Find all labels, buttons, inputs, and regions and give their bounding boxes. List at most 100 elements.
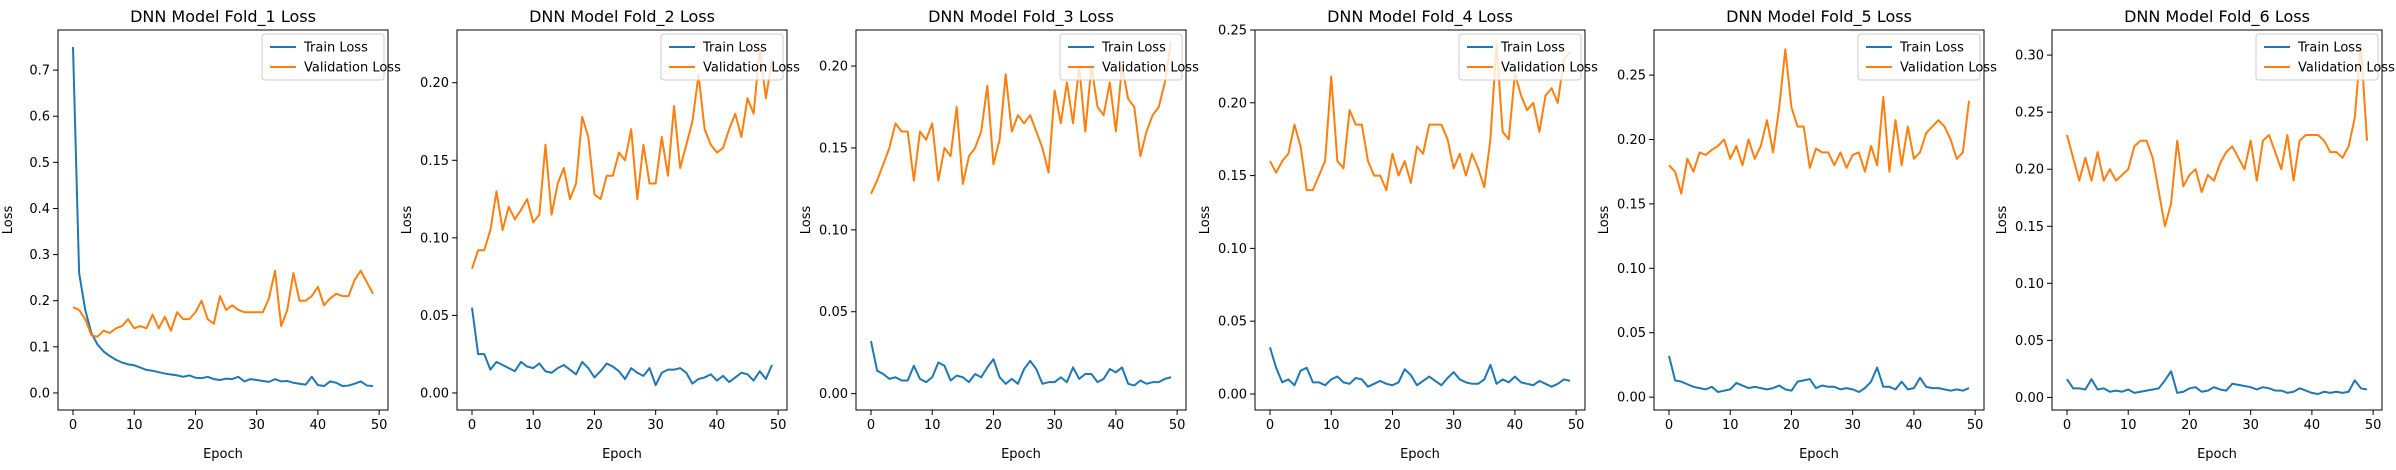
legend-label: Train Loss <box>2297 41 2362 56</box>
y-tick-label: 0.3 <box>29 248 50 263</box>
x-tick-label: 40 <box>1906 418 1923 433</box>
x-tick-label: 50 <box>371 418 388 433</box>
x-tick-label: 50 <box>2365 418 2382 433</box>
x-axis-label: Epoch <box>1799 447 1839 462</box>
subplot-2: 0 10 20 30 40 50 0.00 0.05 0.10 0.15 0.20 DNN Model… <box>400 7 800 462</box>
x-tick-label: 40 <box>709 418 726 433</box>
subplot-title: DNN Model Fold_6 Loss <box>2124 7 2310 27</box>
validation-loss-line <box>72 269 374 338</box>
legend-box <box>1059 33 1183 81</box>
axes-frame <box>1254 29 1586 411</box>
train-loss-line <box>72 47 374 388</box>
y-tick-label: 0.25 <box>2015 106 2044 121</box>
subplot-5: 0 10 20 30 40 50 0.00 0.05 0.10 0.15 0.20 0.25 DNN M… <box>1597 7 1997 462</box>
x-tick-label: 40 <box>310 418 327 433</box>
y-axis-label: Loss <box>1198 206 1213 235</box>
x-tick-label: 20 <box>1783 418 1800 433</box>
x-tick-label: 0 <box>2063 418 2071 433</box>
y-tick-label: 0.00 <box>819 387 848 402</box>
y-tick-label: 0.15 <box>1617 197 1646 212</box>
y-axis-label: Loss <box>400 206 415 235</box>
legend: Train Loss Validation Loss <box>1059 33 1199 81</box>
x-tick-label: 10 <box>1722 418 1739 433</box>
legend: Train Loss Validation Loss <box>2255 33 2395 81</box>
x-axis-label: Epoch <box>1400 447 1440 462</box>
legend-label: Validation Loss <box>304 61 401 76</box>
subplot-title: DNN Model Fold_3 Loss <box>928 7 1114 27</box>
legend: Train Loss Validation Loss <box>261 33 401 81</box>
y-tick-label: 0.15 <box>1218 169 1247 184</box>
x-tick-label: 40 <box>1108 418 1125 433</box>
y-axis-label: Loss <box>1995 206 2010 235</box>
validation-loss-line <box>471 47 773 270</box>
x-tick-label: 20 <box>586 418 603 433</box>
train-loss-line <box>1269 347 1571 388</box>
y-axis-label: Loss <box>1597 206 1612 235</box>
legend-label: Validation Loss <box>1900 61 1997 76</box>
validation-loss-line <box>1269 43 1571 192</box>
y-tick-label: 0.05 <box>1617 326 1646 341</box>
axes-frame <box>1653 29 1985 411</box>
y-tick-label: 0.0 <box>29 386 50 401</box>
y-tick-label: 0.7 <box>29 64 50 79</box>
train-loss-line <box>471 307 773 387</box>
x-tick-label: 0 <box>867 418 875 433</box>
y-tick-label: 0.00 <box>2015 391 2044 406</box>
y-tick-label: 0.10 <box>420 231 449 246</box>
x-tick-label: 20 <box>2181 418 2198 433</box>
y-tick-label: 0.1 <box>29 340 50 355</box>
validation-loss-line <box>2066 42 2368 228</box>
y-axis-label: Loss <box>1 206 16 235</box>
x-tick-label: 30 <box>2242 418 2259 433</box>
y-tick-label: 0.10 <box>819 223 848 238</box>
legend-label: Train Loss <box>303 41 368 56</box>
axes-frame <box>2051 29 2383 411</box>
y-tick-label: 0.15 <box>2015 220 2044 235</box>
y-tick-label: 0.6 <box>29 110 50 125</box>
x-axis-label: Epoch <box>1001 447 1041 462</box>
legend-label: Train Loss <box>1899 41 1964 56</box>
x-tick-label: 50 <box>770 418 787 433</box>
x-tick-label: 30 <box>647 418 664 433</box>
y-tick-label: 0.05 <box>819 305 848 320</box>
x-tick-label: 30 <box>248 418 265 433</box>
y-tick-label: 0.00 <box>1218 387 1247 402</box>
legend-box <box>261 33 385 81</box>
x-tick-label: 40 <box>2304 418 2321 433</box>
validation-loss-line <box>1668 48 1970 195</box>
subplot-title: DNN Model Fold_4 Loss <box>1327 7 1513 27</box>
x-tick-label: 20 <box>187 418 204 433</box>
axes-frame <box>57 29 389 411</box>
y-tick-label: 0.4 <box>29 202 50 217</box>
y-axis-label: Loss <box>799 206 814 235</box>
legend-label: Train Loss <box>1101 41 1166 56</box>
x-tick-label: 40 <box>1507 418 1524 433</box>
subplot-title: DNN Model Fold_5 Loss <box>1726 7 1912 27</box>
x-axis-label: Epoch <box>2197 447 2237 462</box>
x-tick-label: 10 <box>1323 418 1340 433</box>
y-tick-label: 0.10 <box>1218 242 1247 257</box>
y-tick-label: 0.20 <box>819 60 848 75</box>
legend-label: Train Loss <box>702 41 767 56</box>
x-tick-label: 50 <box>1169 418 1186 433</box>
train-loss-line <box>1668 355 1970 393</box>
x-tick-label: 30 <box>1844 418 1861 433</box>
legend-label: Validation Loss <box>1102 61 1199 76</box>
axes-frame <box>456 29 788 411</box>
x-tick-label: 0 <box>1266 418 1274 433</box>
y-tick-label: 0.25 <box>1218 24 1247 39</box>
y-tick-label: 0.5 <box>29 156 50 171</box>
subplot-1: 0 10 20 30 40 50 0.0 0.1 0.2 0.3 0.4 0.5 0.6 0.7 DNN M… <box>1 7 401 462</box>
x-tick-label: 30 <box>1046 418 1063 433</box>
legend-label: Validation Loss <box>703 61 800 76</box>
x-axis-label: Epoch <box>203 447 243 462</box>
y-tick-label: 0.20 <box>2015 163 2044 178</box>
y-tick-label: 0.25 <box>1617 69 1646 84</box>
x-tick-label: 0 <box>69 418 77 433</box>
legend: Train Loss Validation Loss <box>1857 33 1997 81</box>
subplot-title: DNN Model Fold_2 Loss <box>529 7 715 27</box>
x-tick-label: 50 <box>1967 418 1984 433</box>
x-tick-label: 10 <box>2120 418 2137 433</box>
